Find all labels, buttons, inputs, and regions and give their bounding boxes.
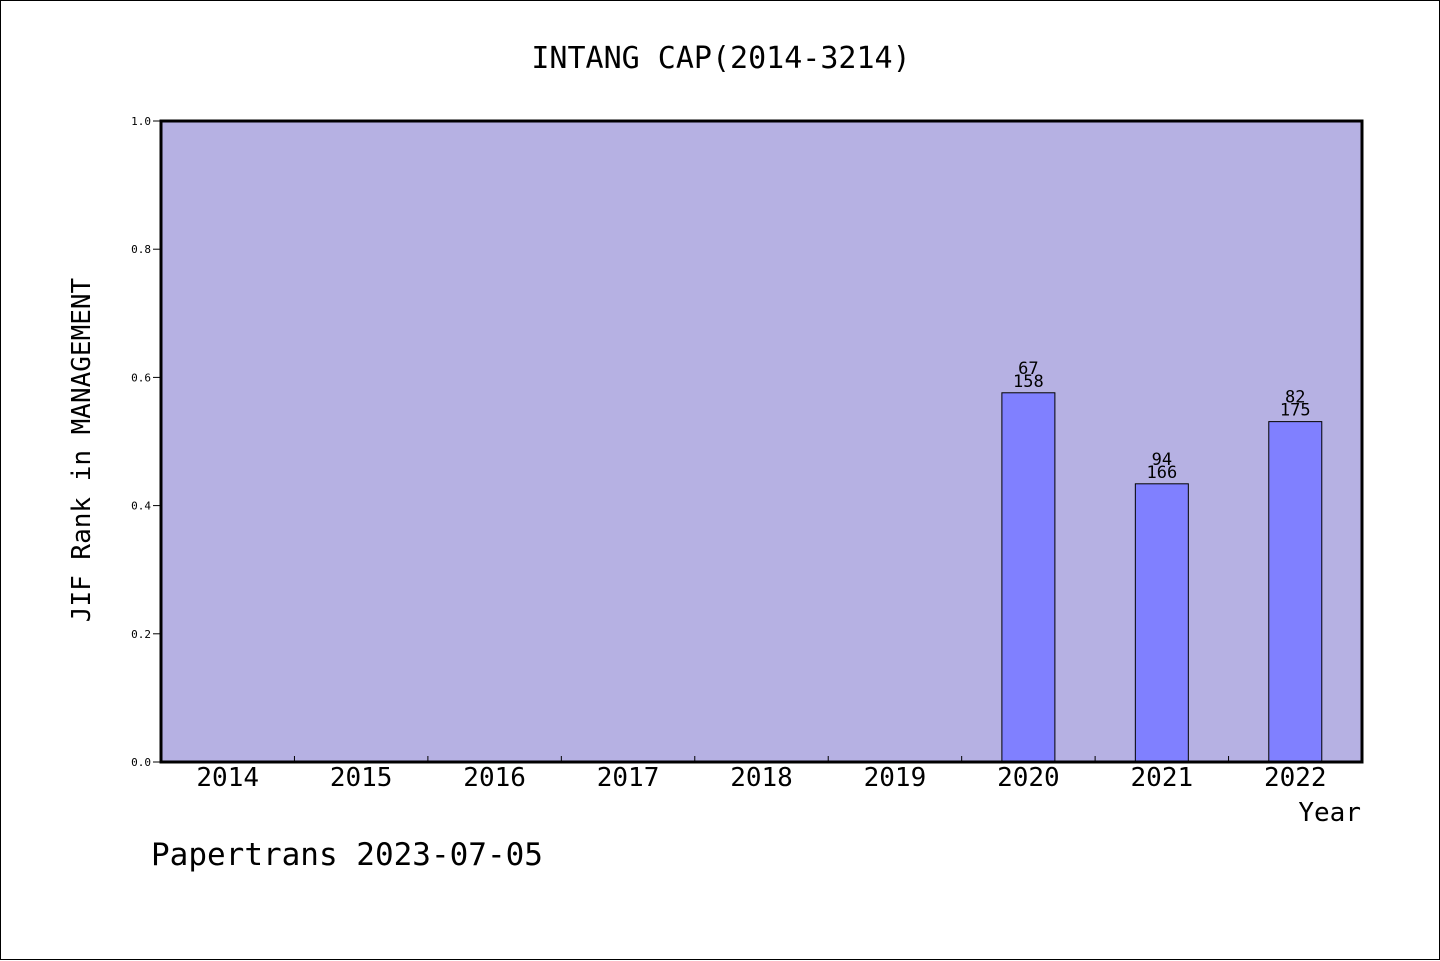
y-tick-label: 0.6 xyxy=(131,371,151,384)
x-tick-label: 2017 xyxy=(597,763,660,793)
bar-total-label: 175 xyxy=(1280,401,1311,421)
y-tick-label: 0.0 xyxy=(131,756,151,769)
bar-2021 xyxy=(1134,483,1189,763)
plot-border xyxy=(159,119,1364,764)
x-tick-label: 2014 xyxy=(196,763,259,793)
bar-rank-label: 67 xyxy=(1018,359,1038,379)
bar-2022 xyxy=(1268,421,1323,763)
x-tick-label: 2016 xyxy=(463,763,526,793)
bar-total-label: 166 xyxy=(1146,463,1177,483)
x-axis: 2014 2015 2016 2017 2018 2019 2020 2021 2022 xyxy=(196,756,1327,793)
footer-credit: Papertrans 2023-07-05 xyxy=(151,837,543,873)
x-tick-label: 2021 xyxy=(1131,763,1194,793)
bar-total-label: 158 xyxy=(1013,372,1044,392)
y-tick-label: 1.0 xyxy=(131,115,151,128)
y-axis: 0.0 0.2 0.4 0.6 0.8 1.0 xyxy=(131,115,161,769)
y-tick-label: 0.8 xyxy=(131,243,151,256)
x-tick-label: 2015 xyxy=(330,763,393,793)
x-tick-label: 2018 xyxy=(730,763,793,793)
x-axis-label: Year xyxy=(1298,798,1361,828)
y-tick-label: 0.4 xyxy=(131,500,151,513)
y-tick-label: 0.2 xyxy=(131,628,151,641)
bars-group xyxy=(1001,392,1323,763)
y-axis-label: JIF Rank in MANAGEMENT xyxy=(67,277,97,622)
x-tick-label: 2022 xyxy=(1264,763,1327,793)
x-tick-label: 2019 xyxy=(864,763,927,793)
x-tick-label: 2020 xyxy=(997,763,1060,793)
bar-rank-label: 94 xyxy=(1152,450,1172,470)
bar-2020 xyxy=(1001,392,1056,763)
bar-rank-label: 82 xyxy=(1285,388,1305,408)
chart-title: INTANG CAP(2014-3214) xyxy=(531,41,910,76)
